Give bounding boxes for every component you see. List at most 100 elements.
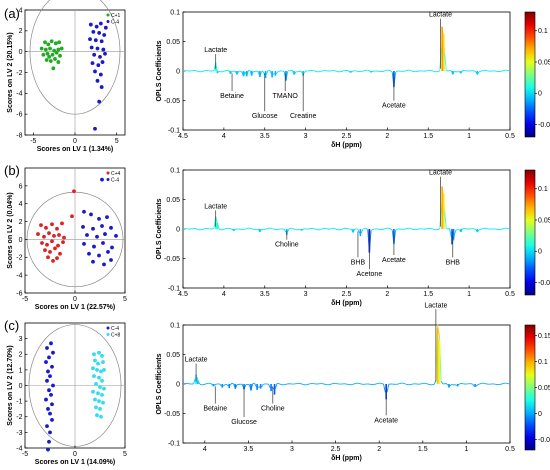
spectrum-segment-a <box>287 70 290 72</box>
spectrum-segment-a <box>405 69 408 72</box>
score-point-C+4 <box>39 223 43 228</box>
legend-label-C-4: C-4 <box>111 177 119 183</box>
spectrum-segment-c <box>458 383 461 386</box>
spectrum-segment-b <box>388 227 391 230</box>
spectrum-segment-a <box>202 70 205 72</box>
spectrum-segment-c <box>268 383 271 388</box>
scores-ytick-label-b: -4 <box>16 273 22 280</box>
loadings-xtick-label-a: 1.5 <box>423 133 433 140</box>
scores-ytick-label-c: -1 <box>16 399 22 406</box>
scores-ytick-label-a: 2 <box>19 28 23 35</box>
legend-marker-C-4 <box>106 326 110 330</box>
score-point-C-4 <box>92 244 96 249</box>
loadings-xtick-label-c: 2 <box>377 446 381 453</box>
score-point-C-4 <box>101 241 105 245</box>
spectrum-segment-a <box>480 70 483 72</box>
spectrum-segment-c <box>353 382 356 385</box>
score-point-C-4 <box>110 245 114 250</box>
loadings-xtick-label-a: 3.5 <box>260 133 270 140</box>
loadings-ytick-label-c: 0.05 <box>166 352 180 359</box>
score-point-C+8 <box>97 399 101 404</box>
loadings-ytick-label-c: 0.1 <box>170 322 180 329</box>
annotation-acetate-b: Acetate <box>382 257 406 264</box>
loadings-xtick-label-a: 1 <box>467 133 471 140</box>
loadings-xtick-label-c: 3.5 <box>244 446 254 453</box>
annotation-bhb-b: BHB <box>351 259 366 266</box>
legend-label-C+1: C+1 <box>111 13 121 19</box>
spectrum-segment-a <box>212 69 215 72</box>
score-point-C+8 <box>92 374 96 379</box>
score-point-C+4 <box>55 256 59 261</box>
scores-xtick-label-c: 0 <box>73 451 77 458</box>
score-point-C+8 <box>101 400 105 405</box>
spectrum-segment-a <box>383 70 386 72</box>
annotation-lactate-c: Lactate <box>424 302 447 309</box>
loadings-ytick-label-a: 0.05 <box>166 39 180 46</box>
score-point-C-4 <box>101 47 106 52</box>
loadings-ytick-label-b: 0.05 <box>166 197 180 204</box>
score-point-C+4 <box>55 226 59 231</box>
spectrum-segment-c <box>222 384 226 387</box>
loadings-xtick-label-b: 2.5 <box>342 291 352 298</box>
score-point-C+8 <box>91 389 95 394</box>
score-point-C+1 <box>50 52 55 57</box>
scores-xtick-label-a: -5 <box>30 138 36 145</box>
loadings-xtick-label-c: 2.5 <box>331 446 341 453</box>
spectrum-segment-b <box>365 227 369 231</box>
annotation-bhb-b: BHB <box>446 259 461 266</box>
scores-ytick-label-b: 0 <box>19 237 23 244</box>
scores-xlabel-a: Scores on LV 1 (1.34%) <box>37 146 114 153</box>
scores-ylabel-b: Scores on LV 2 (0.04%) <box>7 192 14 269</box>
score-point-C+4 <box>56 243 60 248</box>
spectrum-segment-a <box>313 70 316 72</box>
legend-label-C-4: C-4 <box>111 326 119 332</box>
loadings-ytick-label-b: 0.1 <box>170 167 180 174</box>
spectrum-segment-b <box>437 228 440 230</box>
spectrum-segment-c <box>219 383 222 387</box>
spectrum-segment-c <box>301 383 304 385</box>
score-point-C+8 <box>99 414 103 419</box>
loadings-ytick-label-c: 0 <box>176 381 180 388</box>
scores-ytick-label-c: 1 <box>19 367 23 374</box>
spectrum-segment-c <box>254 382 257 387</box>
spectrum-segment-a <box>240 70 243 73</box>
spectrum-segment-c <box>454 384 457 386</box>
score-point-C+4 <box>50 222 54 227</box>
annotation-lactate-c: Lactate <box>185 357 208 364</box>
loadings-xtick-label-c: 1 <box>464 446 468 453</box>
spectrum-segment-a <box>195 70 198 72</box>
score-point-C+8 <box>95 413 99 418</box>
spectrum-segment-c <box>500 383 503 385</box>
spectrum-segment-b <box>475 229 478 233</box>
score-point-C-4 <box>93 126 97 131</box>
score-point-C-4 <box>103 51 107 56</box>
spectrum-segment-b <box>292 228 295 230</box>
spectrum-segment-b <box>433 228 435 231</box>
spectrum-segment-b <box>218 228 221 231</box>
score-point-C+1 <box>58 53 62 58</box>
annotation-acetate-c: Acetate <box>374 417 398 424</box>
scores-ytick-label-a: -8 <box>16 132 22 139</box>
score-point-C+8 <box>102 367 106 372</box>
annotation-tmano-a: TMANO <box>273 93 299 100</box>
score-point-C-4 <box>98 72 103 77</box>
spectrum-segment-c <box>437 324 440 337</box>
score-point-C-4 <box>114 233 118 238</box>
score-point-C-4 <box>91 29 96 34</box>
spectrum-segment-c <box>182 383 185 385</box>
colorbar-b <box>524 169 536 296</box>
spectrum-segment-b <box>480 228 483 230</box>
score-point-C+4 <box>50 239 54 244</box>
spectrum-segment-c <box>374 383 377 385</box>
spectrum-segment-c <box>386 384 390 393</box>
score-point-C+1 <box>49 39 54 44</box>
scores-ytick-label-c: -4 <box>16 445 22 452</box>
spectrum-segment-a <box>501 70 504 72</box>
score-point-C-4 <box>51 350 55 355</box>
legend-marker-C-4 <box>106 178 110 181</box>
loadings-xtick-label-b: 3.5 <box>260 291 270 298</box>
legend-marker-C+1 <box>106 13 110 17</box>
spectrum-segment-b <box>473 228 476 230</box>
spectrum-segment-b <box>410 227 413 230</box>
